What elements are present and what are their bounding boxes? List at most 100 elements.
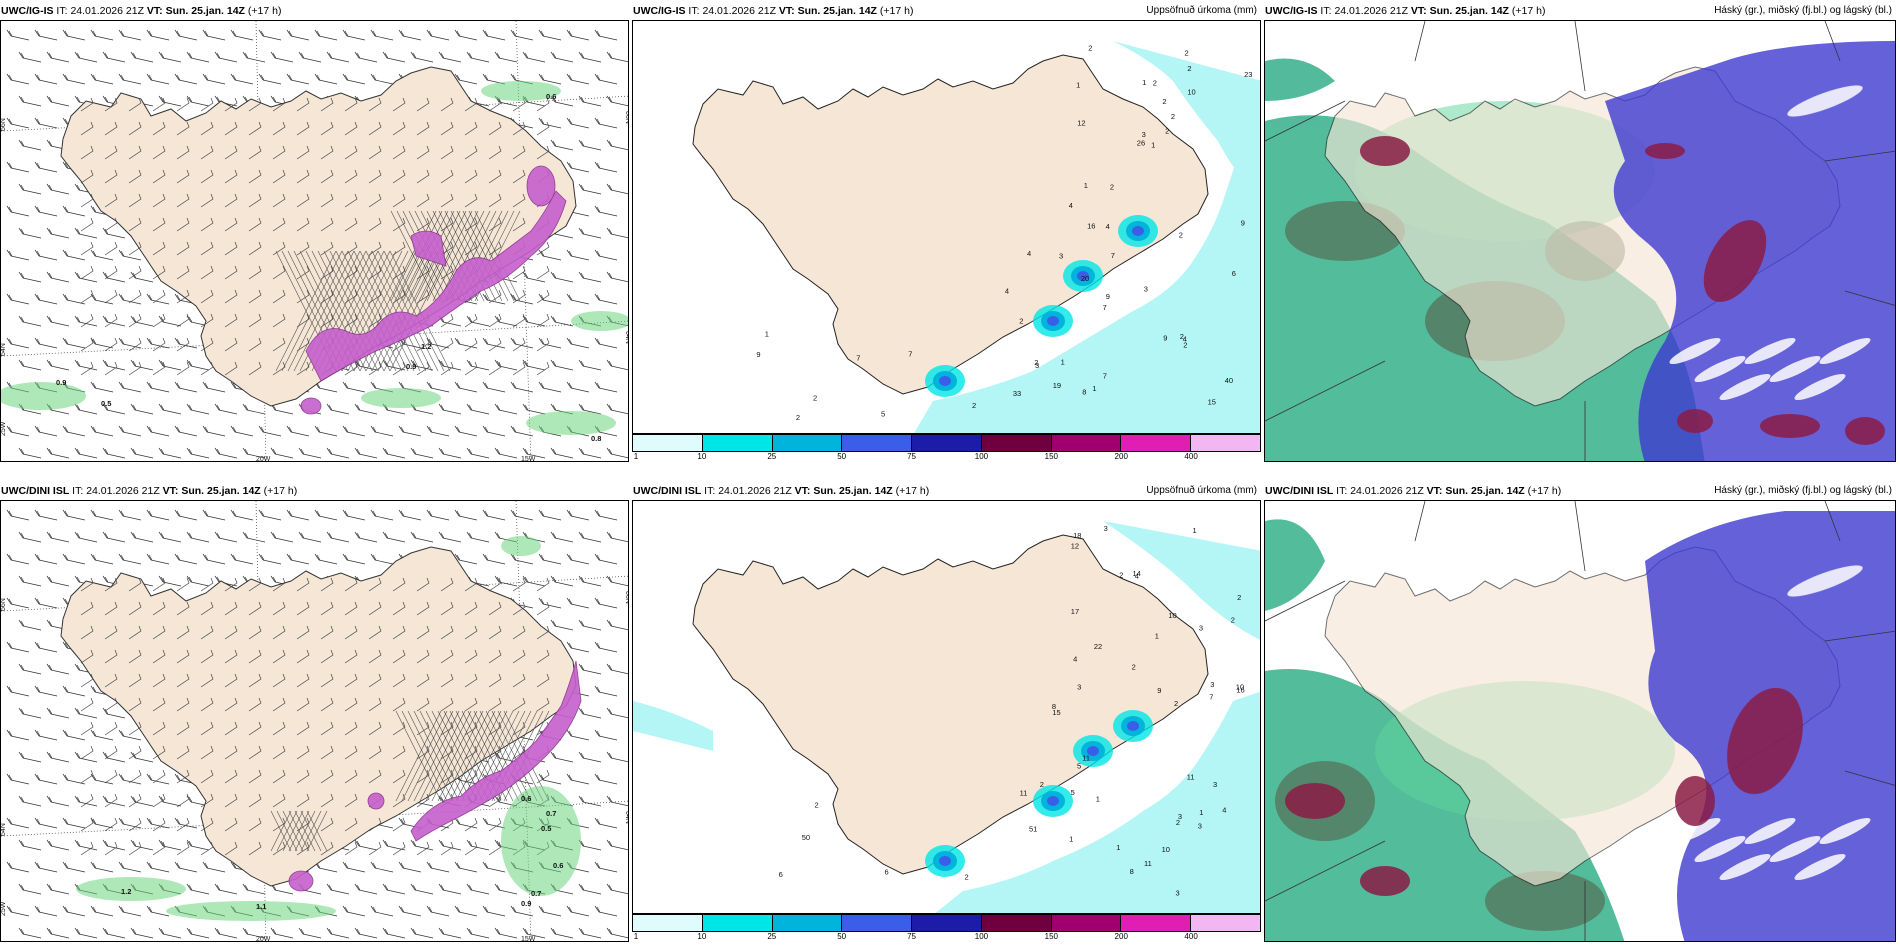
- panel-clouds-dini: UWC/DINI ISL IT: 24.01.2026 21Z VT: Sun.…: [1264, 480, 1896, 942]
- precip-value: 2: [1183, 340, 1187, 349]
- axis-label: 15W: [521, 936, 536, 942]
- precip-value: 1: [1142, 78, 1146, 87]
- precip-value: 7: [908, 350, 912, 359]
- precip-value: 1: [1092, 384, 1096, 393]
- axis-label: 20W: [256, 936, 271, 942]
- isoline-label: 0.5: [541, 824, 551, 833]
- precip-value: 6: [885, 868, 889, 877]
- precip-value: 10: [1187, 87, 1195, 96]
- precip-value: 4: [1183, 335, 1187, 344]
- precip-value: 2: [1171, 112, 1175, 121]
- colorbar-tick: 75: [907, 932, 916, 941]
- colorbar-swatch: [912, 435, 982, 451]
- precip-value: 7: [1103, 372, 1107, 381]
- precip-value: 1: [1199, 808, 1203, 817]
- precip-value: 2: [1176, 818, 1180, 827]
- precip-value: 2: [1185, 49, 1189, 58]
- colorbar-swatch: [1121, 915, 1192, 931]
- precip-value: 3: [1213, 780, 1217, 789]
- colorbar-tick: 10: [697, 452, 707, 461]
- axis-label: 66N: [624, 111, 629, 124]
- precip-value: 9: [1157, 686, 1161, 695]
- precip-value: 50: [802, 833, 810, 842]
- precip-value: 7: [1111, 251, 1115, 260]
- panel-wind-precip-dini: UWC/DINI ISL IT: 24.01.2026 21Z VT: Sun.…: [0, 480, 629, 942]
- precip-value: 23: [1244, 70, 1252, 79]
- precip-value: 51: [1029, 824, 1037, 833]
- precip-value: 2: [1231, 616, 1235, 625]
- colorbar-tick: 25: [767, 932, 777, 941]
- axis-label: 64N: [624, 811, 629, 824]
- colorbar-swatch: [702, 915, 773, 931]
- precip-value: 7: [1103, 303, 1107, 312]
- precip-value: 15: [1052, 708, 1060, 717]
- panel-field-title: Háský (gr.), miðský (fj.bl.) og lágský (…: [1714, 485, 1892, 496]
- precip-value: 20: [1081, 274, 1089, 283]
- precip-value: 2: [1187, 64, 1191, 73]
- precip-value: 3: [1198, 822, 1202, 831]
- precip-value: 10: [1168, 611, 1176, 620]
- precip-value: 2: [972, 401, 976, 410]
- precip-value: 8: [1052, 702, 1056, 711]
- precip-value: 2: [796, 413, 800, 422]
- colorbar-swatch: [633, 915, 703, 931]
- precip-value: 1: [1084, 181, 1088, 190]
- precip-value: 3: [1104, 524, 1108, 533]
- map-wind-barbs[interactable]: 0.9 0.5 0.9 1.2 0.8 0.6 66N 64N 25W 20W 15W 66N 64N: [0, 20, 629, 462]
- precip-colorbar: 1 10 25 50 75 100 150 200 400: [632, 914, 1261, 942]
- colorbar-tick: 150: [1044, 452, 1059, 461]
- precip-value: 2: [1088, 44, 1092, 53]
- isoline-label: 0.6: [521, 794, 531, 803]
- map-svg: 0.9 0.5 0.9 1.2 0.8 0.6 66N 64N 25W 20W 15W 66N 64N: [1, 21, 629, 462]
- precip-value: 1: [1116, 843, 1120, 852]
- precip-value: 3: [1199, 624, 1203, 633]
- precip-value: 9: [756, 350, 760, 359]
- precip-value: 26: [1137, 139, 1145, 148]
- precip-value: 2: [1180, 332, 1184, 341]
- precip-value: 18: [1073, 531, 1081, 540]
- panel-header: UWC/IG-IS IT: 24.01.2026 21Z VT: Sun. 25…: [633, 5, 1257, 17]
- precip-value: 4: [1106, 222, 1110, 231]
- colorbar-tick: 1: [633, 452, 639, 461]
- map-cloud-cover[interactable]: [1264, 20, 1896, 462]
- precip-value: 2: [1165, 127, 1169, 136]
- colorbar-swatch: [842, 435, 913, 451]
- precip-value: 3: [1144, 284, 1148, 293]
- precip-value: 2: [813, 393, 817, 402]
- precip-value: 4: [1027, 249, 1031, 258]
- precip-value: 1: [765, 329, 769, 338]
- colorbar-tick: 50: [837, 452, 847, 461]
- precip-value: 3: [1178, 812, 1182, 821]
- precip-value: 5: [1077, 761, 1081, 770]
- precip-value: 4: [1069, 201, 1073, 210]
- precip-value: 2: [1174, 699, 1178, 708]
- valid-time: Sun. 25.jan. 14Z: [165, 5, 245, 17]
- map-accum-precip[interactable]: 1 1 3 4 2 2 2 2 2 2 2 9 12 23 26 10 16 1 2 1 20 33 19 7 3 4 4 4 4 9 6 7…: [632, 20, 1261, 434]
- colorbar-tick: 100: [974, 452, 989, 461]
- map-cloud-cover[interactable]: [1264, 500, 1896, 942]
- panel-accum-precip-igis: UWC/IG-IS IT: 24.01.2026 21Z VT: Sun. 25…: [632, 0, 1261, 462]
- panel-header: UWC/IG-IS IT: 24.01.2026 21Z VT: Sun. 25…: [1, 5, 282, 17]
- map-accum-precip[interactable]: 3 2 3 3 4 3 4 1 2 2 12 17 18 10 2 2 1 10 14 22 16 7 5 4 9 8 3 11 15 1…: [632, 500, 1261, 914]
- precip-value: 3: [1059, 251, 1063, 260]
- axis-label: 20W: [256, 456, 271, 462]
- isoline-label: 0.9: [521, 899, 531, 908]
- precip-value: 12: [1071, 542, 1079, 551]
- precip-value: 2: [815, 801, 819, 810]
- isoline-label: 0.7: [531, 889, 541, 898]
- axis-label: 64N: [1, 823, 7, 836]
- panel-header: UWC/DINI ISL IT: 24.01.2026 21Z VT: Sun.…: [1265, 485, 1892, 497]
- precip-value: 2: [1034, 358, 1038, 367]
- precip-value: 19: [1053, 381, 1061, 390]
- isoline-label: 0.6: [553, 861, 563, 870]
- map-wind-barbs[interactable]: 1.2 1.1 0.7 0.5 0.6 0.7 0.9 0.6 66N 64N 25W 20W 15W 6…: [0, 500, 629, 942]
- colorbar-ticks: 1 10 25 50 75 100 150 200 400: [632, 932, 1261, 942]
- precip-value: 9: [1241, 218, 1245, 227]
- colorbar-tick: 1: [633, 932, 639, 941]
- axis-label: 66N: [624, 591, 629, 604]
- isoline-label: 1.2: [421, 342, 431, 351]
- colorbar-swatch: [633, 435, 703, 451]
- isoline-label: 0.8: [591, 434, 601, 443]
- precip-value: 4: [1222, 805, 1226, 814]
- precip-value: 1: [1155, 632, 1159, 641]
